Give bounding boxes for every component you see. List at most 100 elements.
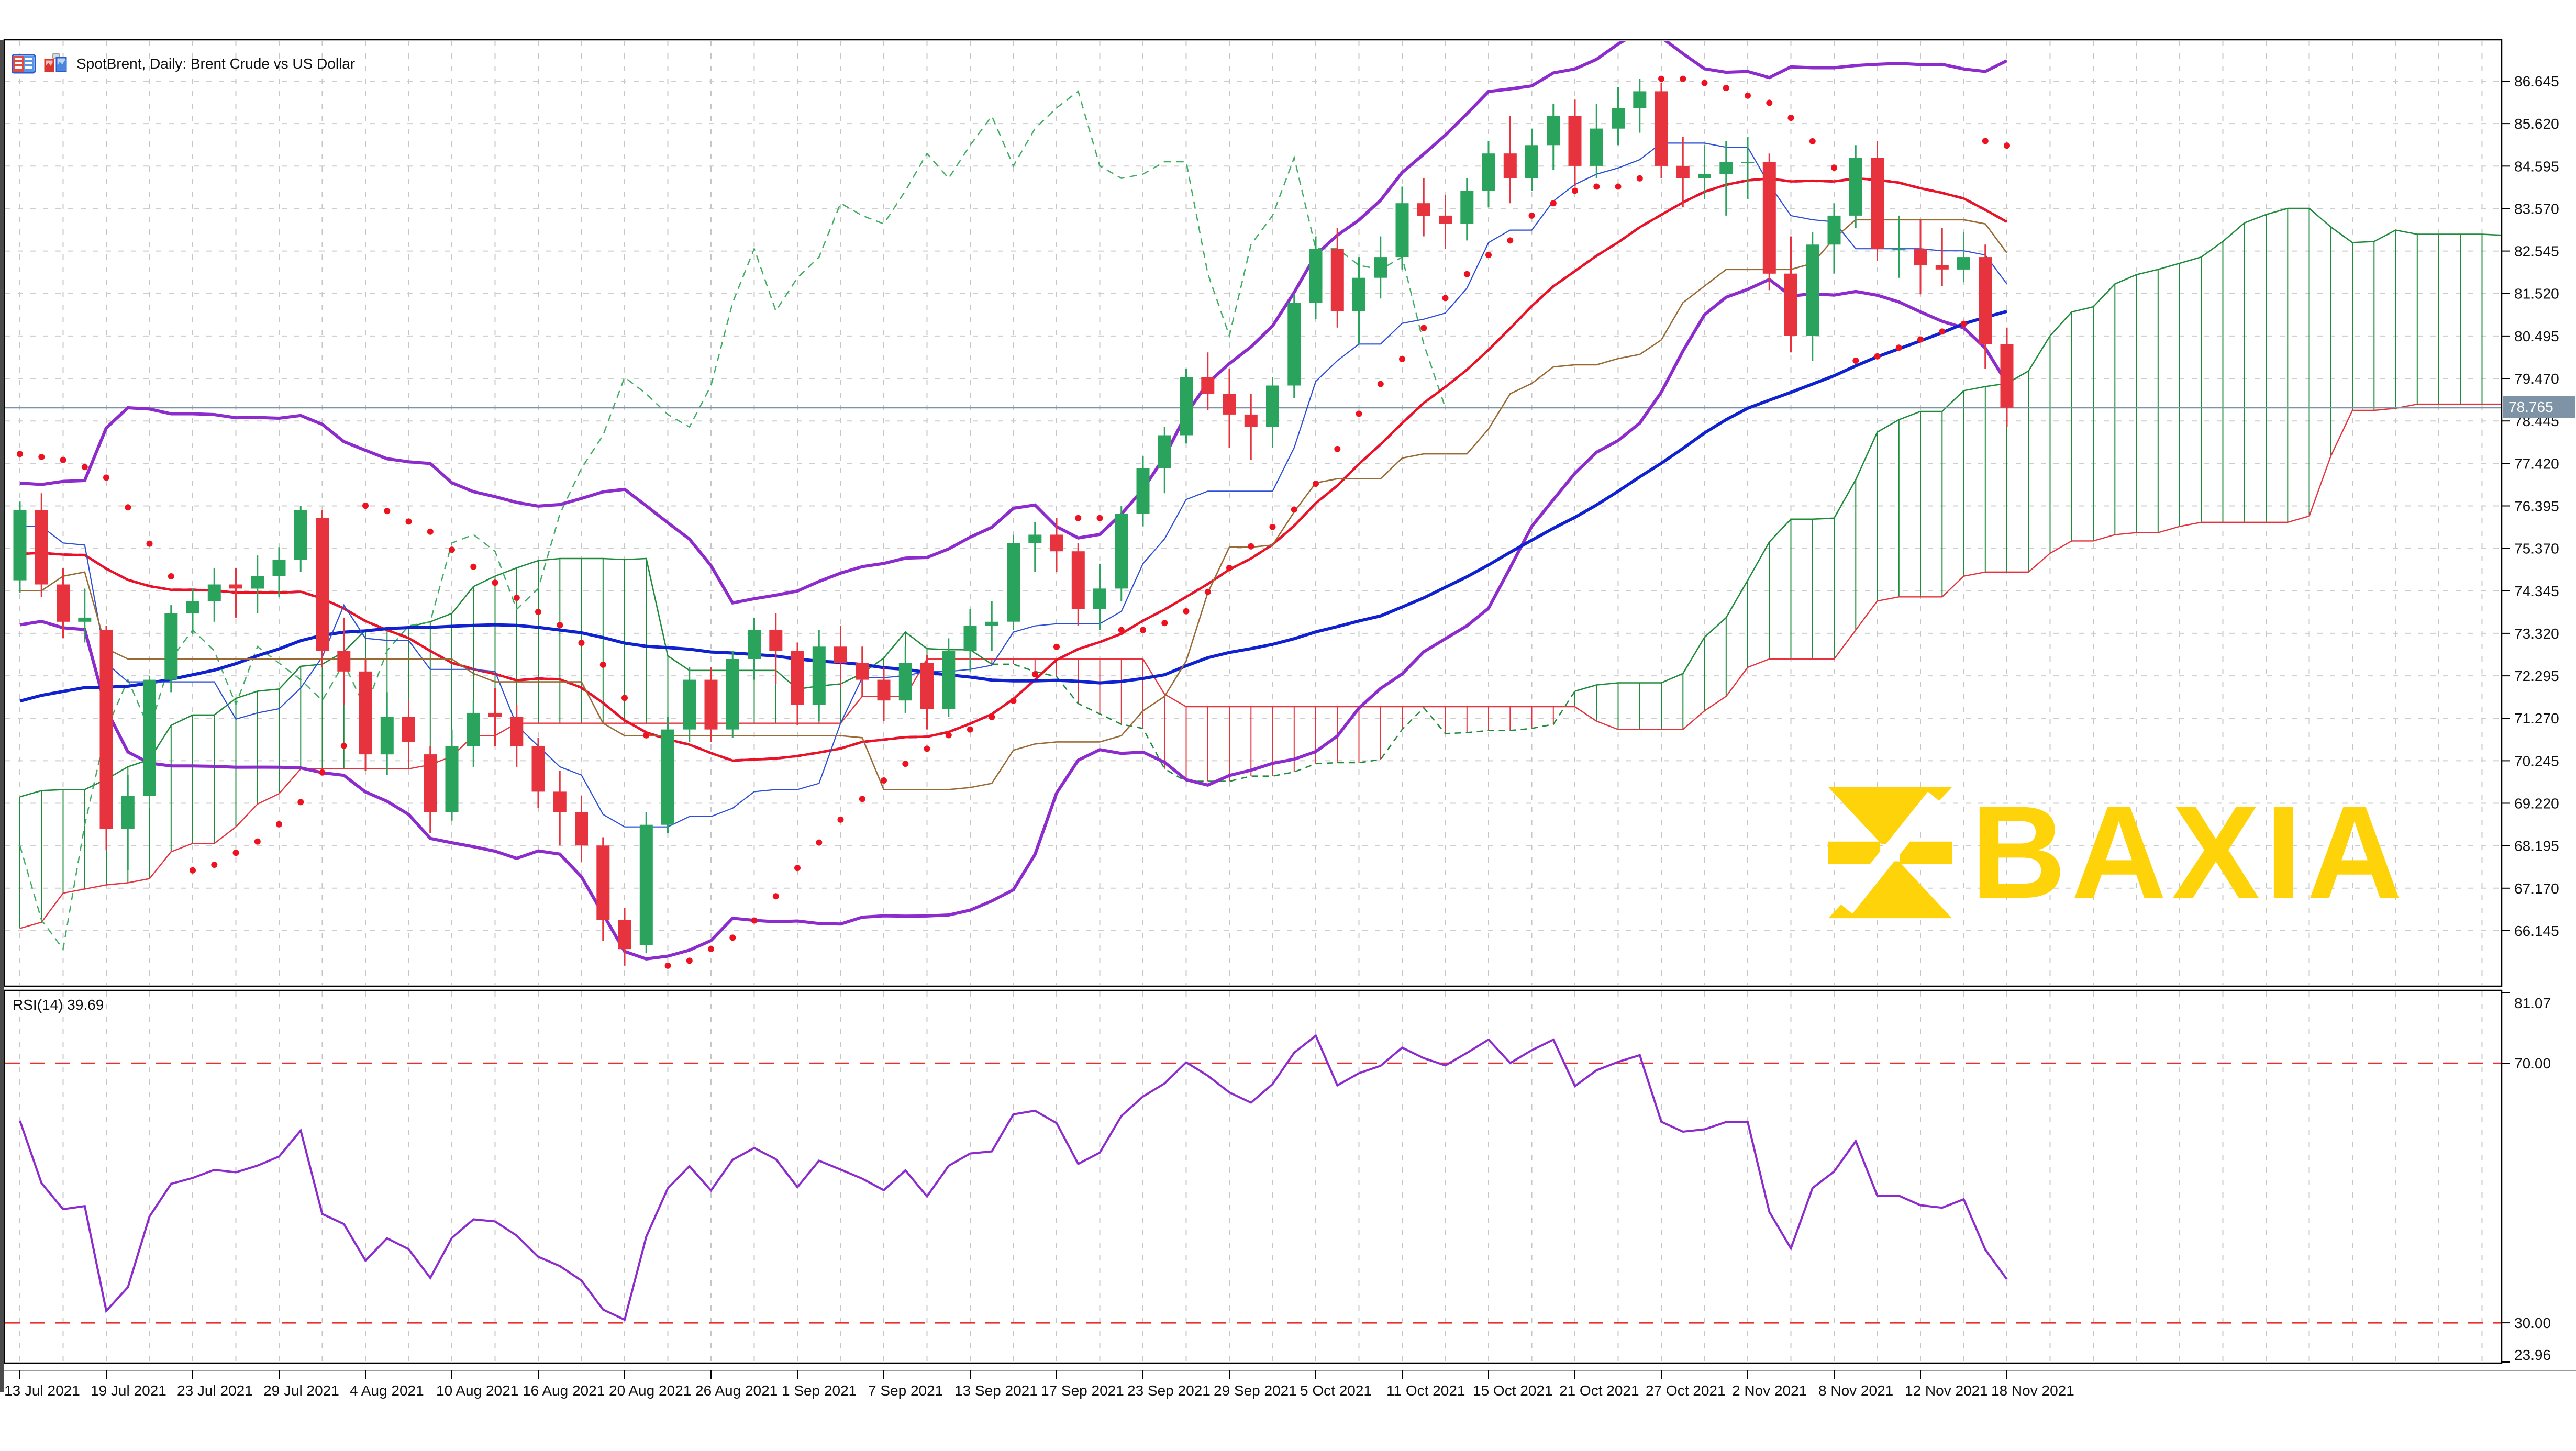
psar-dot [816,839,823,846]
axis-tick-label: 2 Nov 2021 [1732,1382,1807,1399]
psar-dot [708,946,714,952]
axis-tick-label: 70.245 [2514,753,2559,769]
candle-body [1676,165,1690,178]
psar-dot [1269,523,1276,530]
candle-body [704,679,718,730]
candle-body [337,651,351,672]
axis-tick-label: 17 Sep 2021 [1041,1382,1124,1399]
psar-dot [1485,252,1492,259]
psar-dot [751,917,758,924]
psar-dot [1745,92,1751,99]
psar-dot [664,962,671,969]
psar-dot [1118,627,1125,633]
ichimoku-cloud-layer [19,207,2501,929]
psar-dot [276,821,282,828]
axis-tick-label: 75.370 [2514,541,2559,557]
psar-dot [1939,328,1946,335]
candle-body [2000,344,2014,408]
axis-labels-layer[interactable]: 86.645 85.620 84.595 83.570 82.545 81.520 80.4… [0,73,2576,1399]
psar-dot [297,799,304,806]
psar-dot [1161,620,1168,627]
psar-dot [1226,565,1233,571]
candle-body [1158,435,1171,468]
candles-layer[interactable] [13,79,2014,966]
psar-dot [1442,295,1449,302]
candle-body [1439,215,1452,224]
psar-dot [1334,445,1341,452]
chart-title: SpotBrent, Daily: Brent Crude vs US Doll… [76,55,356,72]
axis-tick-label: 69.220 [2514,796,2559,812]
candle-body [1115,514,1128,589]
chart-window-icon[interactable] [43,53,69,74]
market-watch-icon[interactable] [12,53,36,74]
axis-tick-label: 86.645 [2514,73,2559,90]
candle-body [99,630,113,829]
candle-body [1655,91,1668,166]
candle-body [1136,468,1150,514]
candle-body [316,518,329,651]
candle-body [251,576,264,589]
candle-body [229,584,242,589]
candle-body [1330,249,1344,311]
psar-dot [168,573,174,579]
axis-tick-label: 66.145 [2514,923,2559,939]
candle-body [1482,153,1495,191]
candle-body [1633,91,1647,108]
candle-body [812,646,826,705]
axis-tick-label: 73.320 [2514,626,2559,642]
psar-dot [1550,200,1557,207]
candle-body [748,630,761,659]
psar-dot [772,893,779,900]
candle-body [186,601,199,613]
candle-body [467,712,480,746]
candle-body [207,584,221,601]
psar-dot [989,713,995,720]
psar-dot [232,850,239,856]
psar-dot [470,563,477,570]
candle-body [424,754,437,812]
candle-body [639,824,653,945]
rsi-layer [5,1034,2501,1324]
psar-dot [578,640,585,646]
axis-tick-label: 81.07 [2514,995,2551,1011]
axis-tick-label: 72.295 [2514,668,2559,684]
axis-tick-label: 71.270 [2514,710,2559,727]
candle-body [1979,257,1992,344]
axis-tick-label: 26 Aug 2021 [695,1382,778,1399]
psar-dot [1701,80,1708,86]
baxia-watermark: BAXIA [1828,784,2407,921]
psar-dot [859,796,865,802]
candle-body [1719,162,1733,174]
psar-dot [1723,85,1729,92]
psar-dot [103,474,109,481]
candle-body [57,584,70,622]
axis-tick-label: 79.470 [2514,371,2559,387]
candle-body [1071,551,1085,609]
candle-body [510,717,524,746]
candle-body [1266,385,1279,427]
psar-dot [1183,608,1190,615]
psar-dot [1658,75,1664,82]
axis-tick-label: 67.170 [2514,880,2559,897]
candle-body [1957,257,1970,270]
axis-tick-label: 30.00 [2514,1315,2551,1331]
axis-tick-label: 11 Oct 2021 [1386,1382,1465,1399]
candle-body [963,626,977,651]
candle-body [1050,534,1063,552]
candle-body [877,679,891,701]
psar-dot [38,454,45,460]
axis-tick-label: 74.345 [2514,583,2559,599]
psar-dot [1248,543,1254,550]
psar-dot [686,957,693,964]
axis-tick-label: 68.195 [2514,838,2559,854]
psar-dot [1615,183,1622,190]
axis-tick-label: 76.395 [2514,498,2559,514]
candle-body [488,712,502,717]
axis-tick-label: 18 Nov 2021 [1991,1382,2074,1399]
psar-dot [405,518,412,525]
psar-dot [1809,138,1816,144]
axis-tick-label: 7 Sep 2021 [868,1382,943,1399]
psar-dot [967,726,973,733]
candle-body [1503,153,1517,178]
